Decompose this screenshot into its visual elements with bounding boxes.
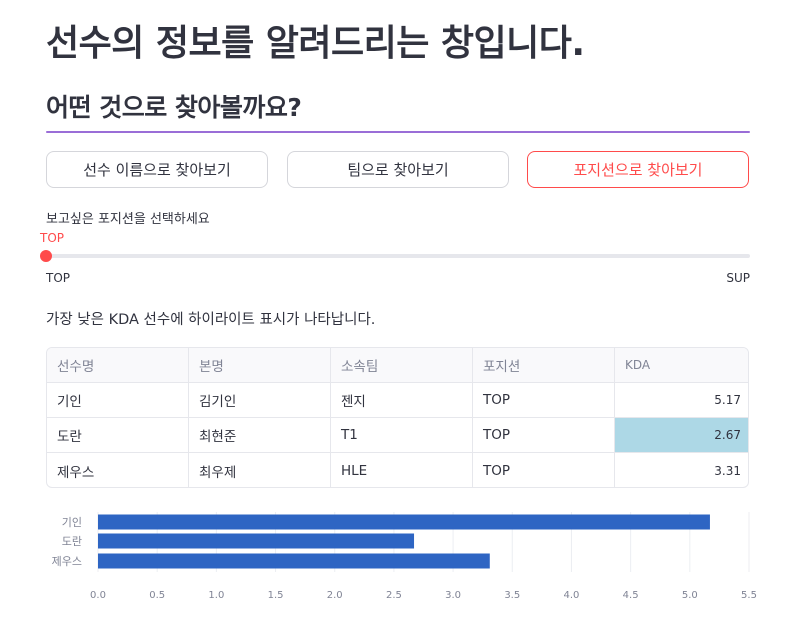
table-cell[interactable]: 제우스 <box>47 453 189 487</box>
y-category-label: 도란 <box>62 535 82 548</box>
column-header[interactable]: 소속팀 <box>331 348 473 383</box>
table-header-row: 선수명 본명 소속팀 포지션 KDA <box>47 348 748 383</box>
slider-max-label: SUP <box>726 271 750 285</box>
search-by-name-button[interactable]: 선수 이름으로 찾아보기 <box>46 151 268 188</box>
table-cell[interactable]: 최현준 <box>189 418 331 453</box>
slider-label: 보고싶은 포지션을 선택하세요 <box>46 212 210 227</box>
x-tick-label: 3.5 <box>504 590 520 601</box>
table-row: 기인 김기인 젠지 TOP 5.17 <box>47 383 748 418</box>
table-cell[interactable]: 기인 <box>47 383 189 418</box>
x-tick-label: 5.5 <box>741 590 757 601</box>
table-cell[interactable]: 도란 <box>47 418 189 453</box>
column-header[interactable]: 포지션 <box>473 348 615 383</box>
table-cell[interactable]: 김기인 <box>189 383 331 418</box>
x-tick-label: 4.5 <box>623 590 639 601</box>
column-header[interactable]: KDA <box>615 348 748 383</box>
slider-value: TOP <box>40 231 65 245</box>
page-title: 선수의 정보를 알려드리는 창입니다. <box>46 23 585 64</box>
x-tick-label: 2.0 <box>327 590 343 601</box>
player-table[interactable]: 선수명 본명 소속팀 포지션 KDA 기인 김기인 젠지 TOP 5.17 도란… <box>46 347 749 488</box>
table-cell-highlighted[interactable]: 2.67 <box>615 418 748 453</box>
table-cell[interactable]: TOP <box>473 453 615 487</box>
table-cell[interactable]: 3.31 <box>714 463 741 478</box>
x-tick-label: 1.0 <box>208 590 224 601</box>
table-cell[interactable]: HLE <box>331 453 473 487</box>
y-category-label: 제우스 <box>52 555 82 568</box>
table-cell[interactable]: TOP <box>473 383 615 418</box>
column-header[interactable]: 선수명 <box>47 348 189 383</box>
table-cell[interactable]: 최우제 <box>189 453 331 487</box>
kda-bar-chart: 0.0 0.5 1.0 1.5 2.0 2.5 3.0 3.5 4.0 4.5 5.0 5.5 기인도란… <box>52 512 757 601</box>
x-tick-label: 4.0 <box>564 590 580 601</box>
x-tick-label: 3.0 <box>445 590 461 601</box>
table-row: 도란 최현준 T1 TOP 2.67 <box>47 418 748 453</box>
search-by-position-button[interactable]: 포지션으로 찾아보기 <box>527 151 749 188</box>
position-slider-track[interactable] <box>46 254 750 258</box>
table-cell[interactable]: TOP <box>473 418 615 453</box>
bar <box>98 533 415 549</box>
column-header[interactable]: 본명 <box>189 348 331 383</box>
bar <box>98 514 710 530</box>
table-cell[interactable]: 젠지 <box>331 383 473 418</box>
table-row: 제우스 최우제 HLE TOP 3.31 <box>47 453 748 487</box>
bar <box>98 553 490 569</box>
search-by-team-button[interactable]: 팀으로 찾아보기 <box>287 151 509 188</box>
table-cell[interactable]: 5.17 <box>615 383 748 418</box>
section-subtitle: 어떤 것으로 찾아볼까요? <box>46 93 302 122</box>
table-cell[interactable]: T1 <box>331 418 473 453</box>
slider-min-label: TOP <box>46 271 71 285</box>
y-category-label: 기인 <box>62 516 82 529</box>
x-tick-label: 0.0 <box>90 590 106 601</box>
x-tick-label: 5.0 <box>682 590 698 601</box>
x-tick-label: 0.5 <box>149 590 165 601</box>
section-divider <box>46 131 750 133</box>
x-tick-label: 2.5 <box>386 590 402 601</box>
x-tick-label: 1.5 <box>268 590 284 601</box>
position-slider-thumb[interactable] <box>40 250 52 262</box>
highlight-note: 가장 낮은 KDA 선수에 하이라이트 표시가 나타납니다. <box>46 312 376 328</box>
